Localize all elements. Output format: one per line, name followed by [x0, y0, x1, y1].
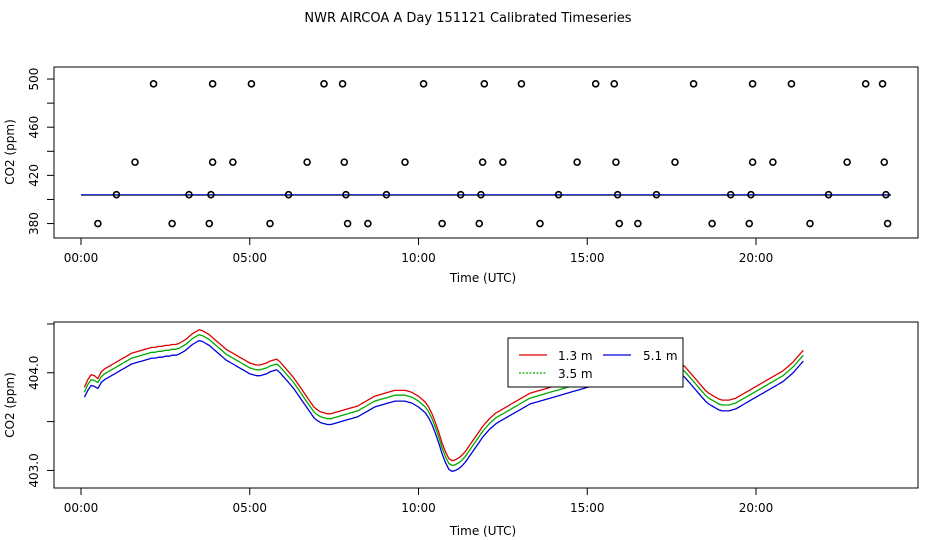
- bottom-y-axis: 403.0 404.0: [27, 324, 54, 488]
- top-plot-frame: [54, 67, 918, 238]
- top-points: [95, 81, 891, 227]
- legend: 1.3 m 3.5 m 5.1 m: [508, 338, 683, 387]
- data-point: [844, 159, 850, 165]
- x-tick-label: 10:00: [401, 251, 436, 265]
- chart-canvas: NWR AIRCOA A Day 151121 Calibrated Times…: [0, 0, 936, 540]
- data-point: [206, 221, 212, 227]
- chart-title: NWR AIRCOA A Day 151121 Calibrated Times…: [304, 11, 631, 26]
- y-tick-label: 420: [27, 164, 41, 187]
- data-point: [304, 159, 310, 165]
- y-tick-label: 403.0: [27, 453, 41, 487]
- x-tick-label: 15:00: [570, 501, 605, 515]
- data-point: [750, 81, 756, 87]
- data-point: [788, 81, 794, 87]
- bottom-x-axis-label: Time (UTC): [449, 524, 516, 538]
- legend-label-5-1m: 5.1 m: [643, 349, 678, 363]
- bottom-panel: 00:00 05:00 10:00 15:00 20:00 403.0 404.0 Tim…: [3, 322, 918, 538]
- y-tick-label: 380: [27, 212, 41, 235]
- bottom-x-axis: 00:00 05:00 10:00 15:00 20:00: [64, 488, 774, 515]
- data-point: [709, 221, 715, 227]
- data-point: [267, 221, 273, 227]
- data-point: [863, 81, 869, 87]
- data-point: [593, 81, 599, 87]
- data-point: [880, 81, 886, 87]
- data-point: [746, 221, 752, 227]
- data-point: [345, 221, 351, 227]
- legend-label-1-3m: 1.3 m: [558, 349, 593, 363]
- top-panel: 00:00 05:00 10:00 15:00 20:00 380 420 460 500 T…: [3, 67, 918, 285]
- data-point: [210, 159, 216, 165]
- data-point: [885, 221, 891, 227]
- x-tick-label: 20:00: [739, 251, 774, 265]
- legend-label-3-5m: 3.5 m: [558, 367, 593, 381]
- data-point: [481, 81, 487, 87]
- top-x-axis: 00:00 05:00 10:00 15:00 20:00: [64, 238, 774, 265]
- data-point: [248, 81, 254, 87]
- data-point: [480, 159, 486, 165]
- data-point: [613, 159, 619, 165]
- top-y-axis-label: CO2 (ppm): [3, 119, 17, 185]
- data-point: [881, 159, 887, 165]
- data-point: [476, 221, 482, 227]
- top-x-axis-label: Time (UTC): [449, 271, 516, 285]
- data-point: [210, 81, 216, 87]
- data-point: [672, 159, 678, 165]
- x-tick-label: 10:00: [401, 501, 436, 515]
- x-tick-label: 00:00: [64, 251, 99, 265]
- data-point: [439, 221, 445, 227]
- data-point: [518, 81, 524, 87]
- data-point: [95, 221, 101, 227]
- series-line-1-3-m: [84, 330, 803, 461]
- data-point: [365, 221, 371, 227]
- x-tick-label: 05:00: [232, 501, 267, 515]
- data-point: [169, 221, 175, 227]
- data-point: [500, 159, 506, 165]
- x-tick-label: 00:00: [64, 501, 99, 515]
- data-point: [230, 159, 236, 165]
- data-point: [341, 159, 347, 165]
- x-tick-label: 15:00: [570, 251, 605, 265]
- data-point: [421, 81, 427, 87]
- bottom-plot-frame: [54, 322, 918, 488]
- y-tick-label: 404.0: [27, 356, 41, 390]
- x-tick-label: 05:00: [232, 251, 267, 265]
- data-point: [151, 81, 157, 87]
- data-point: [691, 81, 697, 87]
- data-point: [611, 81, 617, 87]
- data-point: [616, 221, 622, 227]
- x-tick-label: 20:00: [739, 501, 774, 515]
- y-tick-label: 500: [27, 68, 41, 91]
- data-point: [402, 159, 408, 165]
- data-point: [574, 159, 580, 165]
- data-point: [132, 159, 138, 165]
- top-y-axis: 380 420 460 500: [27, 68, 54, 235]
- data-point: [770, 159, 776, 165]
- data-point: [340, 81, 346, 87]
- y-tick-label: 460: [27, 116, 41, 139]
- bottom-y-axis-label: CO2 (ppm): [3, 372, 17, 438]
- data-point: [750, 159, 756, 165]
- data-point: [807, 221, 813, 227]
- bottom-series-lines: [84, 330, 803, 472]
- data-point: [635, 221, 641, 227]
- data-point: [321, 81, 327, 87]
- data-point: [537, 221, 543, 227]
